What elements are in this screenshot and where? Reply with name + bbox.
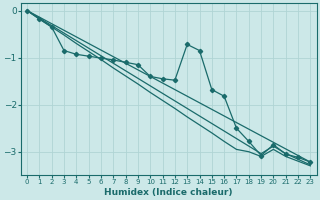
X-axis label: Humidex (Indice chaleur): Humidex (Indice chaleur) <box>104 188 233 197</box>
